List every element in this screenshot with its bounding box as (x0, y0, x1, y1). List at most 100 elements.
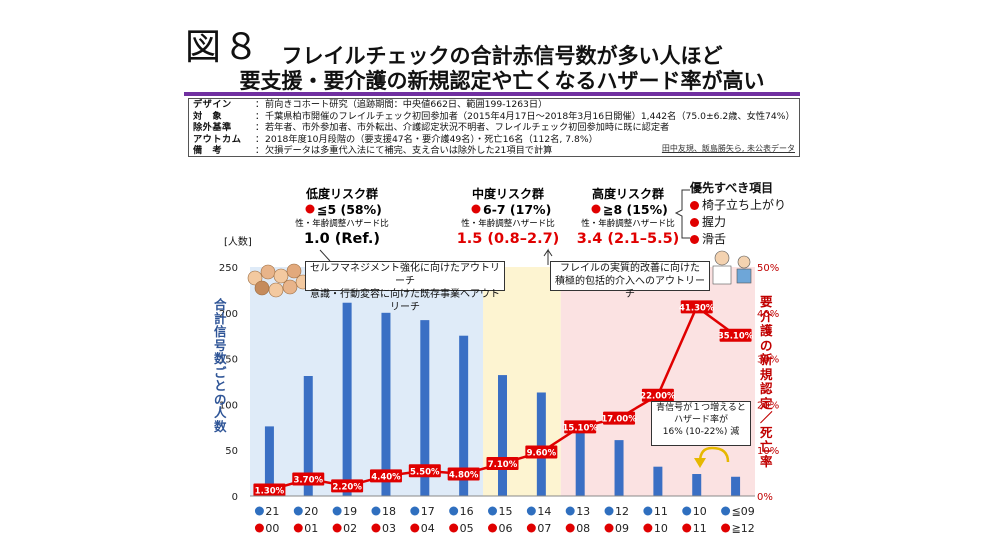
annotation-line2: ハザード率が (673, 415, 728, 425)
red-count-label: 04 (421, 522, 435, 535)
red-dot-icon (371, 523, 381, 533)
red-dot-icon (565, 523, 575, 533)
y-left-tick-label: 150 (219, 355, 238, 366)
doctor-coat-icon (712, 265, 732, 285)
priority-item: 椅子立ち上がり (690, 197, 786, 214)
annotation-line3: 16% (10-22%) 減 (662, 427, 740, 437)
rate-label-box (564, 420, 597, 434)
blue-count-label: ≦09 (732, 505, 755, 518)
blue-count-label: 10 (693, 505, 707, 518)
red-dot-icon (471, 204, 481, 214)
blue-count-label: 11 (654, 505, 668, 518)
y-right-tick-label: 10% (757, 446, 779, 457)
high-risk-zone (560, 267, 755, 496)
group-name: 高度リスク群 (592, 186, 664, 201)
blue-dot-icon (526, 506, 536, 516)
blue-dot-icon (254, 506, 264, 516)
red-count-label: 11 (693, 522, 707, 535)
count-bar (692, 474, 702, 496)
blue-count-label: 15 (499, 505, 513, 518)
y-left-tick-label: 250 (219, 263, 238, 274)
count-bar (381, 312, 391, 496)
y-left-axis-label: 合計信号数ごとの人数 (214, 297, 227, 434)
red-dot-icon (643, 523, 653, 533)
rate-label: 41.30% (679, 303, 715, 313)
count-bar (420, 320, 430, 496)
red-count-label: 10 (654, 522, 668, 535)
y-left-tick-label: 100 (219, 400, 238, 411)
outreach-left-line1: セルフマネジメント強化に向けたアウトリーチ (310, 263, 500, 287)
credit: 田中友規、飯島勝矢ら, 未公表データ (661, 143, 795, 153)
y-left-tick-label: 200 (219, 309, 238, 320)
y-right-tick-label: 50% (757, 263, 779, 274)
blue-count-label: 20 (304, 505, 318, 518)
info-label: アウトカム (193, 133, 242, 145)
red-dot-icon (410, 523, 420, 533)
blue-dot-icon (488, 506, 497, 516)
group-hazard-ratio: 1.5 (0.8–2.7) (457, 231, 560, 247)
info-value: 若年者、市外参加者、市外転出、介護認定状況不明者、フレイルチェック初回参加時に既… (265, 122, 670, 133)
blue-count-label: 19 (343, 505, 357, 518)
red-dot-icon (591, 204, 601, 214)
blue-count-label: 18 (382, 505, 396, 518)
info-value: 2018年度10月段階の（要支援47名・要介護49名）・死亡16名（112名, … (265, 133, 598, 145)
outreach-left-box: セルフマネジメント強化に向けたアウトリーチ 意識・行動変容に向けた既存事業へアウ… (305, 261, 505, 313)
red-count-label: 09 (615, 522, 629, 535)
blue-dot-icon (721, 506, 731, 516)
red-count-label: 08 (576, 522, 590, 535)
rate-label: 9.60% (527, 449, 557, 459)
up-arrow-icon (543, 248, 553, 265)
rate-label-box (369, 469, 402, 483)
y-right-axis-label: 要介護の新規認定／死亡率 (760, 294, 773, 469)
elderly-crowd-icon (268, 282, 284, 298)
red-dot-icon (293, 523, 303, 533)
red-count-label: ≧12 (732, 522, 755, 535)
red-dot-icon (305, 204, 315, 214)
info-label: 対 象 (193, 110, 223, 122)
rate-label: 2.20% (332, 482, 362, 492)
outreach-right-line1: フレイルの実質的改善に向けた (560, 263, 700, 274)
count-bar (264, 426, 274, 496)
count-bar (614, 440, 624, 496)
callout-line (319, 249, 331, 262)
y-right-tick-label: 40% (757, 309, 779, 320)
count-bar (342, 302, 352, 496)
y-left-tick-label: 0 (232, 492, 238, 503)
hazard-annotation: 青信号が１つ増えると ハザード率が 16% (10-22%) 減 (651, 401, 751, 446)
rate-label-box (641, 388, 674, 402)
rate-label: 7.10% (488, 460, 518, 470)
info-value: 千葉県柏市開催のフレイルチェック初回参加者（2015年4月17日〜2018年3月… (265, 110, 795, 122)
rate-label-box (331, 479, 364, 493)
blue-dot-icon (643, 506, 653, 516)
count-bar (536, 392, 546, 496)
rate-label-box (719, 328, 752, 342)
rate-label-box (253, 483, 286, 497)
info-row-outcome: アウトカム： 2018年度10月段階の（要支援47名・要介護49名）・死亡16名（… (193, 134, 795, 146)
rate-label: 3.70% (294, 476, 324, 486)
blue-count-label: 16 (460, 505, 474, 518)
info-row-subjects: 対 象：千葉県柏市開催のフレイルチェック初回参加者（2015年4月17日〜201… (193, 110, 795, 122)
y-right-tick-label: 0% (757, 492, 773, 503)
curved-arrow-icon (698, 446, 730, 463)
info-label: デザイン (193, 99, 232, 110)
group-hr-caption: 性・年齢調整ハザード比 (461, 218, 555, 229)
count-bar (303, 376, 313, 496)
group-hazard-ratio: 3.4 (2.1–5.5) (577, 231, 680, 247)
red-dot-icon (332, 523, 342, 533)
elderly-crowd-icon (254, 280, 270, 296)
rate-label: 35.10% (718, 332, 754, 342)
blue-dot-icon (682, 506, 692, 516)
group-range: ≧8 (15%) (603, 202, 668, 217)
blue-dot-icon (604, 506, 614, 516)
rate-label: 22.00% (640, 392, 676, 402)
blue-dot-icon (293, 506, 303, 516)
arrow-head-icon (694, 458, 706, 468)
blue-count-label: 17 (421, 505, 435, 518)
outreach-left-line2: 意識・行動変容に向けた既存事業へアウトリーチ (310, 289, 500, 313)
count-bar (575, 429, 585, 496)
red-dot-icon (254, 523, 264, 533)
title-line-2: 要支援・要介護の新規認定や亡くなるハザード率が高い (239, 69, 765, 93)
rate-label-box (603, 411, 636, 425)
group-hr-caption: 性・年齢調整ハザード比 (581, 218, 675, 229)
elderly-crowd-icon (286, 263, 302, 279)
